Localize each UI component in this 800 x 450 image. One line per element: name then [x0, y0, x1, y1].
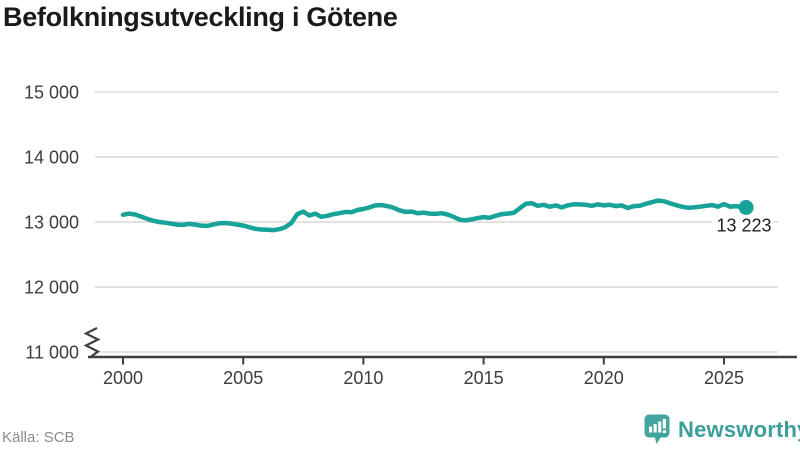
- x-axis-label-2020: 2020: [584, 368, 624, 388]
- x-axis-label-2015: 2015: [464, 368, 504, 388]
- y-axis-label-13000: 13 000: [24, 213, 79, 233]
- last-value-label: 13 223: [716, 216, 771, 236]
- bar-large: [658, 421, 662, 433]
- y-axis-label-15000: 15 000: [24, 83, 79, 103]
- y-axis-label-12000: 12 000: [24, 278, 79, 298]
- last-value-dot: [738, 200, 754, 216]
- x-axis-label-2010: 2010: [343, 368, 383, 388]
- bar-medium: [653, 424, 657, 433]
- speech-bubble-shape: [644, 414, 670, 444]
- annotation-mask: [712, 215, 773, 236]
- x-axis-label-2025: 2025: [704, 368, 744, 388]
- newsworthy-bubble-chart-icon: [644, 414, 670, 444]
- bar-small: [649, 426, 653, 433]
- y-axis-label-11000: 11 000: [25, 343, 79, 363]
- newsworthy-logo[interactable]: Newsworthy: [644, 414, 800, 445]
- newsworthy-wordmark: Newsworthy: [678, 416, 800, 442]
- y-axis-label-14000: 14 000: [24, 148, 79, 168]
- x-axis-label-2005: 2005: [223, 368, 263, 388]
- chart-title: Befolkningsutveckling i Götene: [3, 2, 398, 32]
- population-series-line: [120, 198, 749, 233]
- exclamation-bar: [662, 419, 666, 429]
- x-axis-label-2000: 2000: [103, 368, 143, 388]
- source-caption: Källa: SCB: [2, 429, 75, 446]
- y-axis-break-icon: [83, 327, 101, 358]
- exclamation-dot: [662, 430, 666, 433]
